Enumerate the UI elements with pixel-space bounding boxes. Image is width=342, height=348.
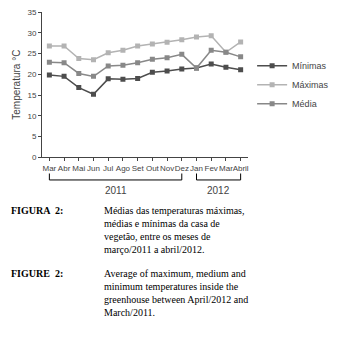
svg-text:Médias das temperaturas máxima: Médias das temperaturas máximas,médias e…	[104, 205, 245, 255]
svg-text:Temperatura °C: Temperatura °C	[11, 50, 22, 120]
svg-text:Média: Média	[292, 99, 317, 109]
svg-text:Average of maximum, medium and: Average of maximum, medium andminimum te…	[104, 268, 248, 318]
svg-text:Set: Set	[132, 164, 145, 173]
svg-text:Nov: Nov	[160, 164, 174, 173]
svg-text:20: 20	[27, 70, 36, 79]
svg-text:Fev: Fev	[205, 164, 218, 173]
svg-text:25: 25	[27, 49, 36, 58]
svg-text:Máximas: Máximas	[292, 80, 329, 90]
svg-text:Abril: Abril	[233, 164, 249, 173]
svg-text:5: 5	[32, 132, 37, 141]
svg-text:35: 35	[27, 8, 36, 17]
svg-text:0: 0	[32, 153, 37, 162]
svg-text:Mar: Mar	[42, 164, 56, 173]
svg-text:Jul: Jul	[103, 164, 113, 173]
svg-text:Mar: Mar	[219, 164, 233, 173]
svg-text:Ago: Ago	[116, 164, 131, 173]
svg-text:FIGURA 2:: FIGURA 2:	[11, 205, 63, 216]
svg-text:FIGURE 2:: FIGURE 2:	[11, 268, 63, 279]
svg-text:Jun: Jun	[87, 164, 100, 173]
svg-text:2011: 2011	[105, 185, 127, 196]
svg-text:15: 15	[27, 91, 36, 100]
svg-text:Out: Out	[146, 164, 160, 173]
svg-text:10: 10	[27, 112, 36, 121]
svg-text:Mínimas: Mínimas	[292, 61, 327, 71]
svg-text:Dez: Dez	[175, 164, 189, 173]
svg-text:30: 30	[27, 29, 36, 38]
svg-text:Jan: Jan	[190, 164, 203, 173]
svg-text:Abr: Abr	[58, 164, 71, 173]
svg-text:Mai: Mai	[72, 164, 85, 173]
svg-text:2012: 2012	[207, 185, 230, 196]
